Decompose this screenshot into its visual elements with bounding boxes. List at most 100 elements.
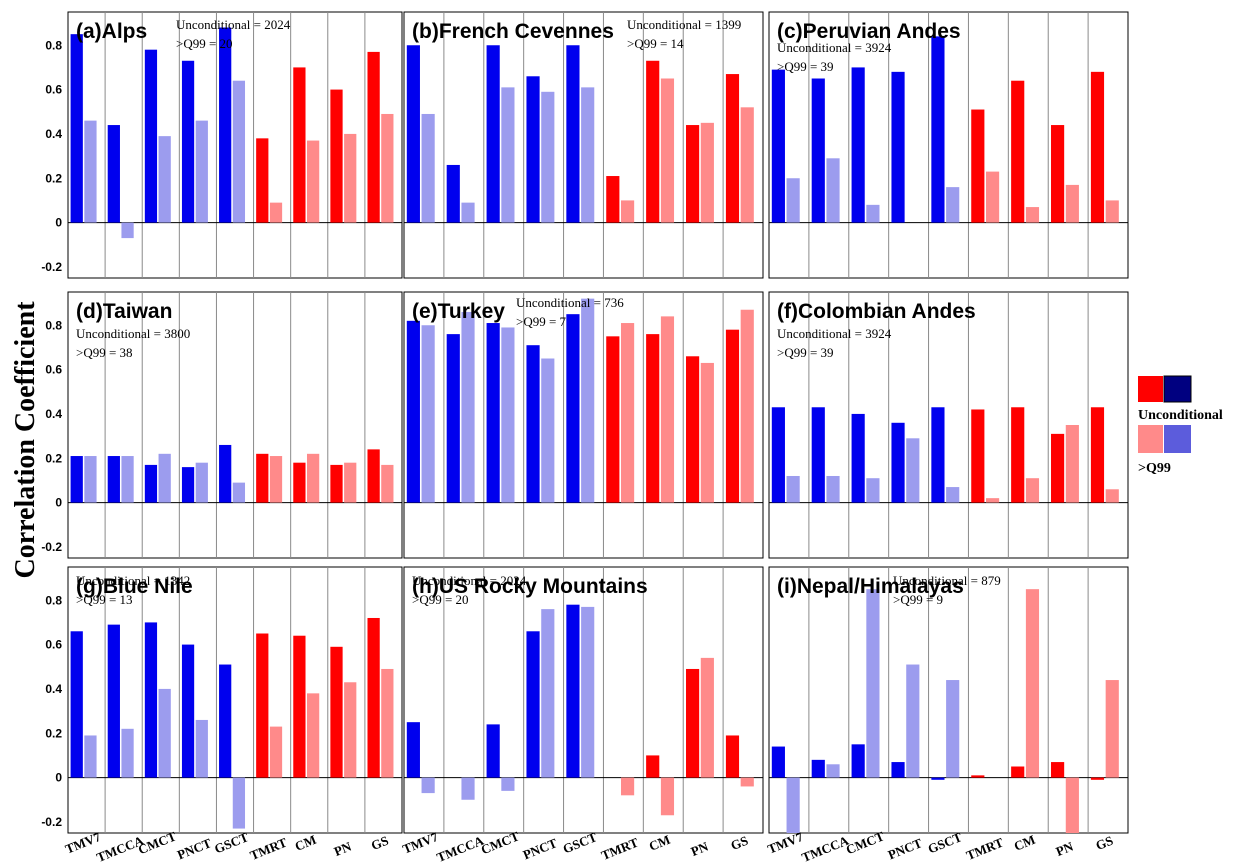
bar-tmv7-unconditional: [406, 45, 420, 223]
bar-tmv7-unconditional: [406, 722, 420, 778]
bar-pnct-q99: [906, 438, 920, 503]
bar-tmrt-unconditional: [606, 336, 620, 503]
bar-gs-unconditional: [367, 617, 380, 778]
bar-gs-q99: [381, 113, 394, 223]
y-tick-label: 0.8: [45, 38, 62, 52]
bar-tmcca-q99: [121, 728, 134, 778]
bar-gs-q99: [1105, 680, 1119, 778]
bar-cmct-unconditional: [486, 45, 500, 223]
panel-title: (b)French Cevennes: [412, 20, 614, 43]
bar-pn-unconditional: [686, 356, 700, 503]
bar-cm-unconditional: [1011, 766, 1025, 778]
bar-pn-unconditional: [686, 125, 700, 223]
panel-note: >Q99 = 7: [516, 314, 567, 329]
bar-tmcca-q99: [826, 158, 840, 223]
bar-gsct-unconditional: [931, 777, 945, 780]
x-tick-label-tmcca: TMCCA: [800, 832, 852, 865]
panel-2: (b)French Cevennes Unconditional = 1399 >Q…: [403, 11, 764, 279]
bar-cm-q99: [306, 140, 320, 223]
x-tick-label-cm: CM: [647, 832, 673, 854]
bar-tmv7-unconditional: [771, 746, 785, 778]
bar-tmrt-q99: [985, 498, 1000, 503]
y-tick-label: 0.4: [45, 682, 62, 696]
bar-tmcca-q99: [461, 202, 475, 223]
x-tick-label-tmrt: TMRT: [599, 835, 641, 863]
bar-pnct-unconditional: [891, 71, 905, 223]
bar-cm-q99: [1025, 478, 1040, 503]
bar-gs-q99: [1105, 200, 1119, 223]
bar-gs-unconditional: [725, 735, 740, 778]
x-tick-label-pnct: PNCT: [886, 835, 925, 862]
y-tick-label: 0.2: [45, 451, 62, 465]
bar-tmrt-unconditional: [606, 176, 620, 223]
panel-frame: [67, 291, 403, 559]
bar-gsct-q99: [232, 80, 246, 223]
bar-tmrt-q99: [620, 323, 635, 503]
bar-gsct-q99: [581, 606, 595, 778]
bar-tmv7-q99: [786, 475, 800, 503]
panel-title: (d)Taiwan: [76, 300, 172, 323]
bar-tmcca-unconditional: [446, 334, 460, 503]
bar-pnct-unconditional: [891, 762, 905, 778]
bar-tmrt-q99: [620, 777, 635, 796]
x-tick-label-gs: GS: [1094, 833, 1116, 853]
bar-pnct-q99: [541, 358, 555, 503]
bar-cmct-unconditional: [486, 724, 500, 778]
bar-pnct-unconditional: [526, 345, 540, 503]
bar-gs-unconditional: [725, 329, 740, 503]
legend-swatch-q99-blue: [1164, 425, 1191, 453]
bar-tmrt-unconditional: [971, 109, 985, 223]
bar-cmct-q99: [158, 453, 171, 503]
bar-gs-q99: [381, 668, 394, 778]
bar-cmct-unconditional: [144, 49, 158, 223]
panel-note: >Q99 = 20: [412, 592, 469, 607]
bar-cm-unconditional: [1011, 407, 1025, 503]
bar-gsct-unconditional: [219, 27, 232, 223]
bar-cmct-unconditional: [851, 67, 865, 223]
bar-tmrt-q99: [269, 202, 283, 223]
bar-gs-q99: [740, 777, 754, 787]
bar-gs-q99: [740, 107, 754, 223]
bar-cm-unconditional: [646, 755, 660, 778]
bar-pn-unconditional: [1051, 433, 1065, 503]
panel-note: >Q99 = 38: [76, 345, 133, 360]
bar-gs-unconditional: [1090, 777, 1105, 780]
y-tick-label: 0: [55, 496, 62, 510]
bar-tmcca-q99: [461, 777, 475, 800]
bar-gsct-q99: [946, 680, 960, 778]
bar-tmcca-unconditional: [107, 125, 120, 223]
panel-note: Unconditional = 1342: [76, 573, 190, 588]
bar-tmv7-q99: [786, 777, 800, 833]
bar-tmv7-unconditional: [406, 320, 420, 503]
bar-tmcca-q99: [826, 764, 840, 778]
bar-tmrt-unconditional: [971, 409, 985, 503]
bar-tmcca-q99: [121, 222, 134, 239]
bar-gsct-unconditional: [566, 314, 580, 503]
bar-tmcca-q99: [826, 475, 840, 503]
x-tick-label-cm: CM: [293, 832, 319, 854]
bar-tmv7-q99: [84, 120, 97, 223]
x-tick-label-pn: PN: [689, 838, 711, 859]
legend-swatch-unconditional-red: [1138, 376, 1163, 402]
bar-pn-unconditional: [686, 668, 700, 778]
bar-tmrt-unconditional: [256, 453, 269, 503]
bar-tmv7-q99: [421, 777, 435, 794]
bar-gsct-unconditional: [566, 45, 580, 223]
legend: Unconditional >Q99: [1138, 375, 1223, 476]
x-tick-label-gs: GS: [369, 833, 391, 853]
bar-tmcca-unconditional: [811, 407, 825, 503]
bar-pn-unconditional: [1051, 125, 1065, 223]
y-tick-label: 0.6: [45, 363, 62, 377]
panel-note: >Q99 = 13: [76, 592, 133, 607]
bar-tmv7-q99: [84, 735, 97, 778]
bar-cmct-q99: [866, 478, 880, 503]
y-tick-label: 0.2: [45, 171, 62, 185]
legend-swatch-q99-red: [1138, 425, 1163, 453]
bar-tmv7-unconditional: [70, 34, 83, 223]
bar-pn-unconditional: [330, 646, 343, 778]
panel-note: Unconditional = 3924: [777, 40, 892, 55]
panel-frame: [67, 11, 403, 279]
x-tick-label-pn: PN: [1054, 838, 1076, 859]
